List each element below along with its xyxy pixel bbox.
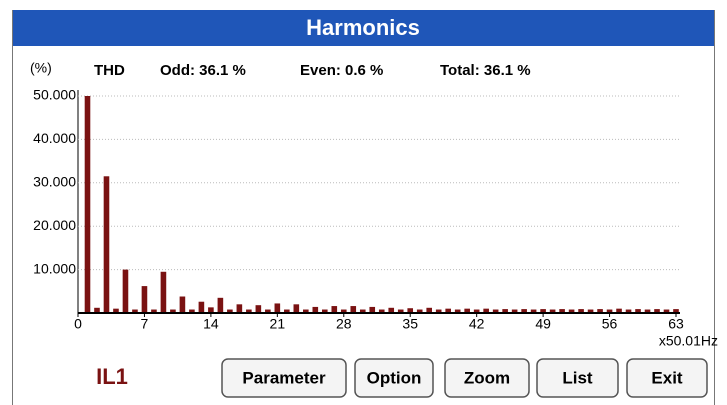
bar — [359, 309, 366, 313]
bar — [473, 309, 480, 313]
bar — [217, 297, 224, 313]
x-axis-label: x50.01Hz — [659, 333, 718, 349]
bar — [94, 307, 100, 313]
bar — [321, 309, 328, 313]
bar — [170, 309, 176, 313]
bar — [616, 308, 622, 313]
bar — [635, 309, 641, 313]
bar — [312, 306, 319, 313]
bar — [284, 309, 290, 313]
bar — [568, 309, 575, 313]
bar — [350, 306, 357, 313]
title: Harmonics — [306, 15, 420, 40]
x-tick-label: 7 — [141, 316, 149, 332]
bar — [103, 176, 110, 313]
bar — [530, 309, 537, 313]
bar — [587, 309, 594, 313]
button-label[interactable]: Zoom — [464, 368, 510, 387]
button[interactable] — [626, 358, 708, 398]
bar — [397, 309, 404, 313]
bar — [625, 309, 632, 313]
y-tick-label: 30.000 — [33, 174, 76, 190]
bar — [236, 304, 243, 313]
bar — [122, 269, 129, 313]
bar — [141, 286, 148, 313]
bar — [663, 309, 670, 313]
bar — [246, 309, 252, 313]
bar — [549, 309, 556, 313]
button[interactable] — [536, 358, 619, 398]
bar — [407, 308, 414, 313]
bar — [559, 309, 565, 313]
button[interactable] — [221, 358, 347, 398]
bar — [445, 308, 451, 313]
button[interactable] — [444, 358, 530, 398]
unit: (%) — [30, 60, 52, 76]
bar — [179, 296, 186, 313]
bar — [378, 309, 385, 313]
bar — [597, 309, 603, 313]
bar — [492, 309, 499, 313]
thd-odd: Odd: 36.1 % — [160, 62, 246, 79]
bar — [132, 309, 138, 313]
bar — [151, 309, 157, 313]
bar — [483, 308, 489, 313]
bar — [388, 307, 395, 313]
bar — [369, 306, 376, 313]
bar — [578, 309, 584, 313]
bar — [160, 271, 167, 313]
bar — [274, 303, 281, 313]
bar — [454, 309, 461, 313]
bar — [502, 309, 508, 313]
button-label[interactable]: Exit — [651, 368, 683, 387]
bar — [606, 309, 613, 313]
bar — [340, 309, 347, 313]
bar — [227, 309, 233, 313]
button[interactable] — [354, 358, 434, 398]
bar — [331, 306, 338, 313]
y-tick-label: 50.000 — [33, 87, 76, 103]
thd-even: Even: 0.6 % — [300, 62, 383, 79]
bar — [293, 304, 300, 313]
x-tick-label: 21 — [270, 316, 286, 332]
bar — [511, 309, 518, 313]
y-tick-label: 20.000 — [33, 217, 76, 233]
bar — [198, 301, 205, 313]
y-tick-label: 10.000 — [33, 260, 76, 276]
x-tick-label: 14 — [203, 316, 219, 332]
x-tick-label: 0 — [74, 316, 82, 332]
x-tick-label: 35 — [402, 316, 418, 332]
bar — [303, 309, 309, 313]
x-tick-label: 28 — [336, 316, 352, 332]
button-label[interactable]: Option — [367, 368, 422, 387]
title-bar — [12, 10, 715, 46]
button-label[interactable]: Parameter — [242, 368, 326, 387]
x-tick-label: 63 — [668, 316, 684, 332]
bar — [540, 309, 546, 313]
x-tick-label: 49 — [535, 316, 551, 332]
thd-label: THD — [94, 62, 125, 79]
bar — [654, 309, 660, 313]
bar — [644, 309, 651, 313]
bar — [673, 309, 679, 313]
channel: IL1 — [96, 364, 128, 389]
bar — [464, 308, 470, 313]
bar — [189, 309, 195, 313]
bar — [113, 308, 119, 313]
bar — [435, 309, 442, 313]
bar — [521, 309, 527, 313]
thd-total: Total: 36.1 % — [440, 62, 531, 79]
bar — [426, 307, 433, 313]
y-tick-label: 40.000 — [33, 130, 76, 146]
x-tick-label: 56 — [602, 316, 618, 332]
bar — [255, 305, 262, 313]
button-label[interactable]: List — [562, 368, 593, 387]
bar — [416, 309, 423, 313]
bar — [265, 309, 271, 313]
bar — [208, 307, 214, 313]
bar — [84, 96, 91, 313]
x-tick-label: 42 — [469, 316, 485, 332]
